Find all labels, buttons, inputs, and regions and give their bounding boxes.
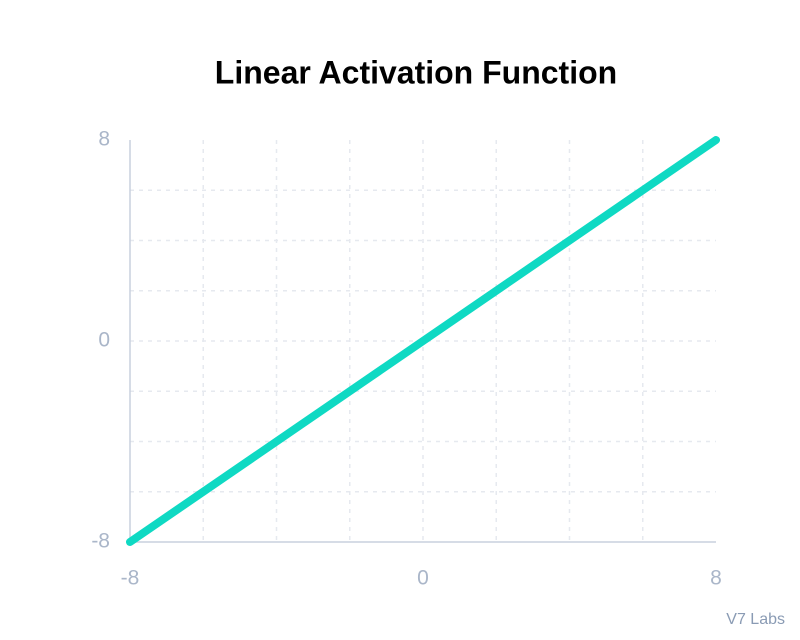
line [126, 136, 720, 546]
y-tick-label: 0 [98, 329, 110, 352]
x-tick-label: 0 [417, 567, 429, 590]
source-label: V7 Labs [726, 611, 785, 628]
y-tick-label: 8 [98, 128, 110, 151]
chart-title: Linear Activation Function [215, 54, 617, 90]
y-tick-label: -8 [91, 530, 110, 553]
x-tick-label: -8 [121, 567, 140, 590]
x-tick-label: 8 [710, 567, 722, 590]
